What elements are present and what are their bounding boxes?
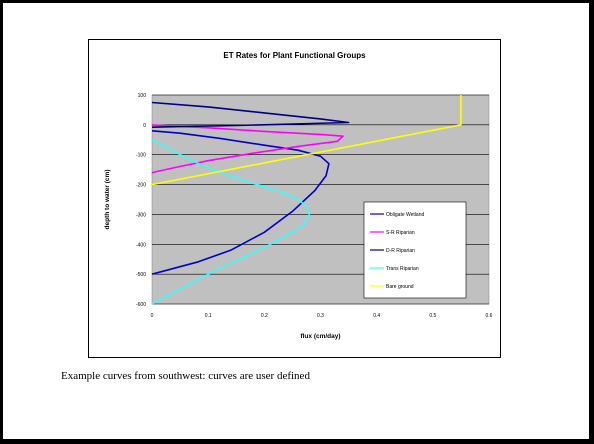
x-tick-label: 0.3 (317, 313, 324, 319)
y-tick-label: -400 (136, 242, 146, 248)
y-tick-label: 0 (143, 123, 146, 129)
y-tick-label: 100 (138, 93, 147, 99)
y-axis-title: depth to water (cm) (104, 170, 111, 230)
legend: Obligate Wetland S-R Riparian D-R Riparian… (363, 201, 467, 299)
x-axis-title: flux (cm/day) (300, 333, 340, 340)
series-lines (151, 95, 462, 305)
chart-title: ET Rates for Plant Functional Groups (223, 51, 366, 60)
slide-caption: Example curves from southwest: curves ar… (61, 370, 310, 382)
series-line-5 (151, 95, 462, 186)
series-line-1 (151, 130, 330, 275)
series-line-4 (151, 139, 311, 305)
y-tick-label: -500 (136, 272, 146, 278)
tick-labels: 0 0.1 0.2 0.3 0.4 0.5 0.6 -600 -500 -400 -300 -200 -… (136, 93, 493, 319)
legend-label: Bare ground (386, 284, 414, 290)
y-tick-label: -100 (136, 153, 146, 159)
x-tick-label: 0.6 (486, 313, 493, 319)
x-tick-label: 0.5 (429, 313, 436, 319)
legend-label: Trans Riparian (386, 266, 419, 272)
x-tick-label: 0.1 (205, 313, 212, 319)
x-tick-label: 0.2 (261, 313, 268, 319)
legend-label: Obligate Wetland (386, 212, 424, 218)
legend-label: S-R Riparian (386, 230, 415, 236)
x-tick-label: 0 (151, 313, 154, 319)
y-tick-label: -300 (136, 212, 146, 218)
y-tick-label: -200 (136, 183, 146, 189)
slide: ET Rates for Plant Functional Groups 0 0.… (3, 3, 589, 439)
y-tick-label: -600 (136, 302, 146, 308)
legend-label: D-R Riparian (386, 248, 415, 254)
series-line-3 (151, 101, 350, 128)
chart-svg: 0 0.1 0.2 0.3 0.4 0.5 0.6 -600 -500 -400 -300 -200 -… (104, 93, 493, 340)
x-tick-label: 0.4 (373, 313, 380, 319)
chart-frame: ET Rates for Plant Functional Groups 0 0.… (88, 39, 501, 358)
